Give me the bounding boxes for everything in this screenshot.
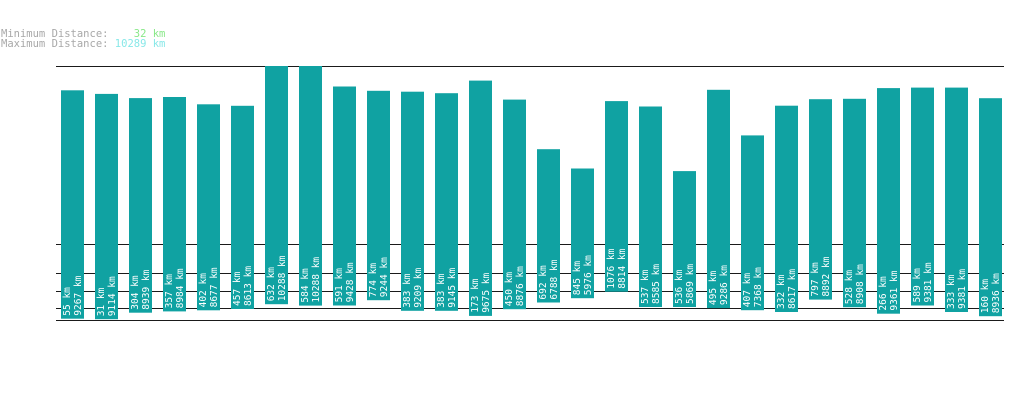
bar xyxy=(61,90,84,319)
min-distance-row: Minimum Distance: 32 km xyxy=(1,28,165,40)
bar-high-label: 5976 km xyxy=(583,255,594,295)
bar-high-label: 9244 km xyxy=(379,257,390,297)
bar-low-label: 55 km xyxy=(62,287,73,316)
bar-high-label: 9267 km xyxy=(73,275,84,315)
bar-low-label: 692 km xyxy=(538,265,549,300)
bar-high-label: 9145 km xyxy=(447,267,458,307)
bar-low-label: 402 km xyxy=(198,273,209,308)
bar-high-label: 8814 km xyxy=(617,248,628,288)
bar-low-label: 357 km xyxy=(164,274,175,309)
bar-high-label: 9381 km xyxy=(957,269,968,309)
bar-high-label: 8617 km xyxy=(787,269,798,309)
bar-low-label: 173 km xyxy=(470,278,481,313)
bar xyxy=(707,89,730,309)
bar xyxy=(435,93,458,311)
bar xyxy=(265,66,288,305)
max-distance-value: 10289 km xyxy=(114,38,166,50)
bar xyxy=(979,98,1002,317)
bar xyxy=(95,93,118,320)
bar-high-label: 9361 km xyxy=(889,270,900,310)
bar-high-label: 8876 km xyxy=(515,266,526,306)
bar-high-label: 8908 km xyxy=(855,264,866,304)
bar-low-label: 457 km xyxy=(232,271,243,306)
bar-high-label: 8677 km xyxy=(209,267,220,307)
bar-high-label: 8984 km xyxy=(175,268,186,308)
bar xyxy=(163,97,186,312)
bar-low-label: 537 km xyxy=(640,269,651,304)
bar-low-label: 584 km xyxy=(300,268,311,303)
bar-low-label: 266 km xyxy=(878,276,889,311)
bar-high-label: 10288 km xyxy=(277,255,288,301)
bar-high-label: 10288 km xyxy=(311,257,322,303)
bar-low-label: 774 km xyxy=(368,263,379,298)
bar-high-label: 8892 km xyxy=(821,256,832,296)
bar-low-label: 632 km xyxy=(266,267,277,302)
bar-low-label: 407 km xyxy=(742,273,753,308)
bar xyxy=(537,149,560,303)
max-distance-label: Maximum Distance: xyxy=(1,38,109,50)
min-distance-label: Minimum Distance: xyxy=(1,28,109,40)
bars: 55 km 9267 km 31 km 9114 km 304 km 8939 km 357… xyxy=(61,66,1002,320)
bar-low-label: 160 km xyxy=(980,279,991,314)
bar-low-label: 536 km xyxy=(674,269,685,304)
bar xyxy=(945,87,968,312)
bar xyxy=(571,168,594,299)
min-distance-value: 32 km xyxy=(133,28,166,40)
bar-high-label: 8613 km xyxy=(243,266,254,306)
bar-low-label: 332 km xyxy=(776,274,787,309)
bar-high-label: 9675 km xyxy=(481,272,492,312)
bar-low-label: 383 km xyxy=(402,273,413,308)
bar-low-label: 495 km xyxy=(708,271,719,306)
bar-high-label: 9209 km xyxy=(413,267,424,307)
bar-low-label: 304 km xyxy=(130,275,141,310)
bar xyxy=(333,86,356,306)
bar xyxy=(503,99,526,310)
bar-low-label: 591 km xyxy=(334,268,345,303)
bar-low-label: 845 km xyxy=(572,261,583,296)
bar-high-label: 8936 km xyxy=(991,273,1002,313)
bar xyxy=(367,90,390,301)
bar xyxy=(401,91,424,311)
bar xyxy=(299,66,322,306)
bar-low-label: 31 km xyxy=(96,287,107,316)
bar-high-label: 6788 km xyxy=(549,259,560,299)
bar-high-label: 8939 km xyxy=(141,269,152,309)
bar-low-label: 797 km xyxy=(810,262,821,297)
bar xyxy=(197,104,220,311)
bar-high-label: 7368 km xyxy=(753,267,764,307)
bar xyxy=(639,106,662,307)
bar-low-label: 528 km xyxy=(844,270,855,305)
bar xyxy=(741,135,764,311)
bar-high-label: 8585 km xyxy=(651,264,662,304)
bar-low-label: 1076 km xyxy=(606,248,617,288)
bar-high-label: 9286 km xyxy=(719,265,730,305)
bar xyxy=(809,99,832,300)
bar-low-label: 450 km xyxy=(504,272,515,307)
bar-high-label: 5869 km xyxy=(685,264,696,304)
bar xyxy=(843,98,866,308)
bar xyxy=(469,80,492,316)
bar xyxy=(673,171,696,307)
bar xyxy=(911,87,934,306)
bar-high-label: 9428 km xyxy=(345,262,356,302)
bar xyxy=(605,101,628,292)
bar-low-label: 589 km xyxy=(912,268,923,303)
bar xyxy=(877,88,900,314)
bar xyxy=(775,105,798,312)
max-distance-row: Maximum Distance: 10289 km xyxy=(1,38,165,50)
bar-high-label: 9381 km xyxy=(923,262,934,302)
bar-low-label: 333 km xyxy=(946,274,957,309)
bar-high-label: 9114 km xyxy=(107,276,118,316)
bar xyxy=(231,105,254,309)
bar-low-label: 383 km xyxy=(436,273,447,308)
bar xyxy=(129,98,152,313)
